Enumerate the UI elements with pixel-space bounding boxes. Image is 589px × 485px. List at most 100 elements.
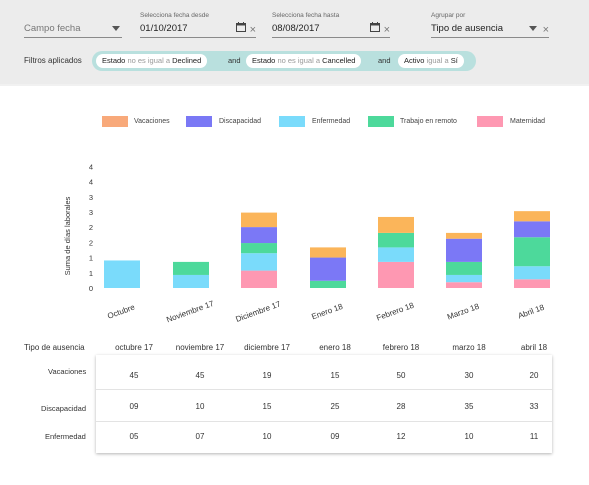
x-tick-label: Abril 18 [517,303,546,321]
legend-label: Enfermedad [312,118,351,125]
y-axis-label: Suma de días laborales [63,196,72,275]
bar-segment[interactable] [446,232,482,239]
close-icon[interactable]: × [383,24,390,36]
close-icon[interactable]: × [249,24,256,36]
x-tick-label: Noviembre 17 [165,299,215,325]
filter-chip[interactable]: Estado no es igual a Declined [96,54,208,68]
chip-operator: no es igual a [127,56,170,65]
campo-fecha-placeholder: Campo fecha [24,23,81,34]
table-cell: 19 [262,371,272,380]
legend-label: Trabajo en remoto [400,118,457,125]
table-cell: 45 [195,371,205,380]
bar-segment[interactable] [514,211,550,222]
bar-segment[interactable] [241,212,277,228]
chevron-down-icon [529,26,537,31]
bar-segment[interactable] [378,247,414,262]
table-cell: 10 [262,432,272,441]
bar-segment[interactable] [446,282,482,288]
bar-segment[interactable] [241,243,277,254]
campo-fecha-select[interactable]: Campo fecha [24,16,122,38]
row-divider [96,389,552,390]
bar-segment[interactable] [173,261,209,275]
bar-segment[interactable] [378,261,414,288]
calendar-icon[interactable] [370,22,380,35]
x-tick-label: Enero 18 [310,302,344,322]
table-cell: 28 [396,402,406,411]
y-tick-label: 0 [89,284,93,293]
fecha-desde-field[interactable]: Selecciona fecha desde 01/10/2017 × [140,12,256,38]
bar-segment[interactable] [378,216,414,233]
x-tick-label: Febrero 18 [375,301,415,323]
fecha-hasta-field[interactable]: Selecciona fecha hasta 08/08/2017 × [272,12,390,38]
filter-chip[interactable]: Activo igual a Sí [398,54,464,68]
underline [24,37,122,38]
bar-segment[interactable] [104,260,140,288]
bar-segment[interactable] [310,280,346,288]
chip-operator: igual a [426,56,449,65]
fecha-hasta-value: 08/08/2017 [272,23,320,34]
column-header: marzo 18 [452,343,486,352]
fecha-hasta-label: Selecciona fecha hasta [272,12,340,19]
and-connector: and [378,56,391,65]
bar-segment[interactable] [378,232,414,248]
table-cell: 10 [195,402,205,411]
row-label-discapacidad: Discapacidad [41,404,87,413]
agrupar-por-select[interactable]: Agrupar por Tipo de ausencia × [431,12,549,38]
bar-segment[interactable] [446,238,482,262]
applied-filters: Estado no es igual a Declined and Estado… [92,51,476,71]
legend-swatch [477,116,503,127]
chip-value: Cancelled [322,56,356,65]
table-cell: 15 [330,371,340,380]
chip-field: Estado [252,56,276,65]
y-tick-label: 4 [89,178,93,187]
stacked-bar-chart: Suma de días laborales 0 1 1 2 2 3 3 4 4 Octubre No… [63,162,550,325]
legend-label: Vacaciones [134,118,170,125]
data-table [96,355,552,453]
legend-label: Discapacidad [219,118,262,125]
table-cell: 10 [464,432,474,441]
bar-segment[interactable] [446,261,482,275]
column-header: diciembre 17 [244,343,290,352]
filter-chip[interactable]: Estado no es igual a Cancelled [246,54,362,68]
bar-segment[interactable] [514,266,550,280]
y-tick-label: 1 [89,254,93,263]
legend-swatch [102,116,128,127]
calendar-icon[interactable] [236,22,246,35]
x-tick-label: Marzo 18 [446,302,481,322]
fecha-desde-label: Selecciona fecha desde [140,12,210,19]
y-tick-label: 1 [89,269,93,278]
bar-segment[interactable] [310,257,346,281]
table-cell: 33 [529,402,539,411]
underline [272,37,390,38]
row-label-enfermedad: Enfermedad [45,432,86,441]
table-cell: 05 [129,432,139,441]
agrupar-por-label: Agrupar por [431,12,466,19]
fecha-desde-value: 01/10/2017 [140,23,188,34]
chip-field: Activo [404,56,425,65]
chip-field: Estado [102,56,126,65]
close-icon[interactable]: × [542,24,549,36]
y-tick-label: 3 [89,208,93,217]
y-tick-label: 3 [89,193,93,202]
bar-segment[interactable] [241,270,277,288]
y-tick-label: 2 [89,238,93,247]
bar-segment[interactable] [241,227,277,244]
legend-swatch [186,116,212,127]
table-cell: 09 [330,432,340,441]
and-connector: and [228,56,241,65]
column-header: octubre 17 [115,343,153,352]
bar-segment[interactable] [173,274,209,288]
underline [431,37,549,38]
legend-swatch [368,116,394,127]
bar-segment[interactable] [241,253,277,271]
filtros-aplicados-label: Filtros aplicados [24,56,82,65]
chip-value: Declined [172,56,202,65]
bar-segment[interactable] [514,221,550,238]
y-tick-label: 2 [89,223,93,232]
bar-segment[interactable] [310,247,346,258]
bar-segment[interactable] [514,237,550,267]
bar-segment[interactable] [446,274,482,283]
chevron-down-icon [112,26,120,31]
table-cell: 09 [129,402,139,411]
bar-segment[interactable] [514,279,550,288]
